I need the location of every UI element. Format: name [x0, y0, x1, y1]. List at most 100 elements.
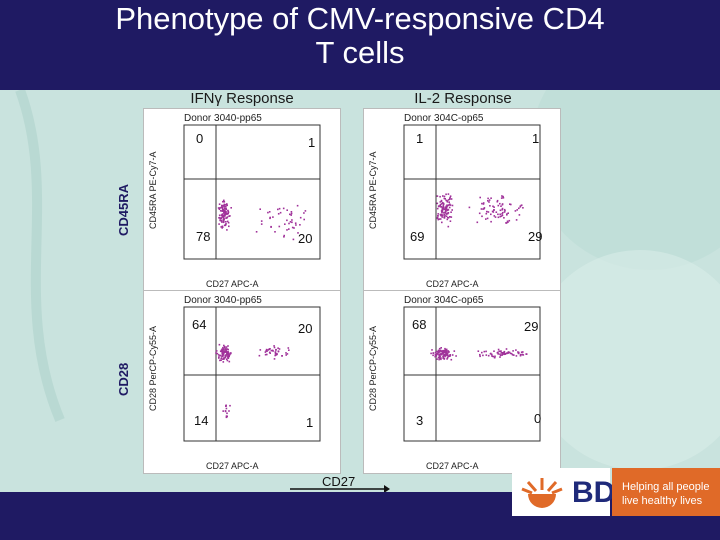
event-dot [225, 349, 228, 351]
event-dot [517, 351, 519, 353]
event-dot [446, 216, 449, 219]
quadrant-lower-left: 14 [194, 413, 209, 428]
event-dot [226, 220, 229, 223]
event-dot [223, 210, 226, 213]
event-dot [259, 349, 262, 351]
event-dot [436, 217, 439, 220]
flow-plot-ifng-cd45ra: Donor 3040-pp65 CD45RA PE-Cy7-A CD27 APC… [143, 108, 341, 292]
event-dot [497, 353, 499, 355]
event-dot [290, 211, 293, 213]
event-dot [444, 350, 446, 352]
event-dot [479, 355, 481, 358]
event-dot [445, 193, 447, 196]
event-dot [228, 352, 230, 354]
event-dot [507, 221, 509, 223]
event-dot [270, 349, 273, 352]
event-dot [501, 212, 503, 215]
event-dot [500, 215, 503, 217]
event-dot [220, 217, 223, 220]
event-dot [225, 217, 227, 219]
event-dot [230, 207, 232, 209]
event-dot [222, 361, 225, 363]
event-dot [519, 206, 522, 208]
event-dot [439, 213, 442, 216]
x-axis-label: CD27 APC-A [426, 279, 479, 289]
event-dot [269, 217, 271, 220]
event-dot [222, 205, 225, 207]
event-dot [221, 208, 224, 211]
event-dot [218, 208, 221, 210]
event-dot [449, 220, 452, 222]
event-dot [294, 222, 297, 224]
event-dot [224, 355, 226, 357]
event-dot [514, 210, 517, 212]
event-dot [279, 211, 282, 214]
event-dot [223, 344, 225, 347]
event-dot [220, 226, 222, 228]
event-dot [286, 353, 289, 355]
event-dot [221, 225, 224, 228]
event-dot [445, 348, 448, 351]
event-dot [288, 222, 290, 225]
event-dot [226, 204, 228, 207]
event-dot [513, 354, 515, 356]
event-dot [441, 211, 443, 213]
event-dot [440, 210, 443, 212]
y-axis-label: CD28 PerCP-Cy55-A [148, 325, 158, 411]
event-dot [226, 229, 228, 231]
event-dot [499, 353, 501, 355]
event-dot [288, 228, 290, 230]
event-dot [499, 354, 502, 357]
event-dot [479, 196, 481, 199]
event-dot [521, 353, 523, 356]
event-dot [485, 354, 488, 356]
event-dot [503, 211, 506, 213]
event-dot [497, 216, 500, 219]
event-dot [225, 223, 227, 225]
event-dot [499, 215, 502, 218]
event-dot [482, 202, 485, 204]
event-dot [506, 220, 509, 223]
event-dot [487, 197, 489, 200]
event-dot [447, 354, 449, 356]
event-dot [437, 213, 439, 215]
event-dot [438, 356, 441, 359]
event-dot [499, 350, 502, 353]
event-dot [453, 350, 456, 352]
event-dot [435, 355, 438, 357]
event-dot [455, 355, 457, 357]
event-dot [226, 217, 228, 219]
event-dot [522, 207, 524, 209]
event-dot [278, 225, 281, 228]
scatter-canvas [183, 306, 321, 442]
event-dot [439, 201, 442, 203]
event-dot [220, 359, 222, 361]
event-dot [449, 195, 452, 197]
event-dot [286, 229, 288, 231]
event-dot [450, 211, 452, 213]
tagline-box [612, 468, 720, 516]
event-dot [447, 225, 450, 228]
event-dot [502, 197, 505, 199]
event-dot [291, 219, 293, 221]
event-dot [447, 199, 450, 201]
event-dot [277, 208, 279, 211]
event-dot [450, 216, 453, 218]
event-dot [448, 198, 451, 200]
event-dot [493, 209, 495, 211]
event-dot [225, 221, 227, 223]
event-dot [278, 207, 281, 210]
bd-sunburst-icon [521, 478, 563, 508]
event-dot [274, 354, 276, 357]
event-dot [500, 205, 502, 207]
row-label-cd28: CD28 [116, 362, 131, 396]
event-dot [510, 352, 513, 355]
event-dot [223, 212, 225, 214]
event-dot [519, 354, 522, 357]
event-dot [266, 353, 268, 356]
event-dot [440, 358, 442, 361]
event-dot [270, 226, 272, 228]
event-dot [290, 214, 292, 216]
event-dot [268, 211, 271, 213]
event-dot [507, 352, 509, 354]
